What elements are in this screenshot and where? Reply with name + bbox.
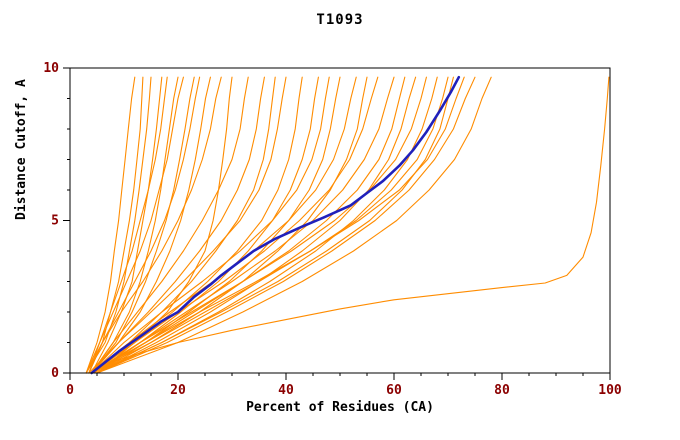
x-tick-label: 40: [278, 383, 294, 398]
reference-curve: [90, 75, 461, 375]
model-curve: [91, 76, 379, 374]
chart-title: T1093: [316, 12, 364, 28]
x-tick-label: 60: [386, 383, 402, 398]
model-curve: [91, 76, 427, 374]
model-curve: [91, 76, 276, 374]
model-curve: [88, 76, 144, 374]
model-curve: [91, 76, 330, 374]
model-curve: [88, 76, 265, 374]
x-tick-label: 80: [494, 383, 510, 398]
model-curve: [96, 76, 438, 374]
model-curve: [91, 76, 211, 374]
model-curve: [88, 76, 168, 374]
x-axis-label: Percent of Residues (CA): [246, 400, 434, 415]
model-curve: [96, 76, 368, 374]
model-curve: [96, 76, 476, 374]
model-curve: [91, 76, 163, 374]
model-curve: [91, 76, 287, 374]
model-curve: [88, 76, 201, 374]
model-curve: [96, 76, 395, 374]
model-curve: [96, 76, 417, 374]
model-curve: [96, 76, 492, 374]
x-tick-label: 100: [598, 383, 622, 398]
y-tick-label: 5: [51, 214, 59, 229]
model-curve: [85, 76, 184, 374]
model-curve: [91, 76, 179, 374]
y-tick-label: 10: [43, 61, 59, 76]
x-tick-label: 20: [170, 383, 186, 398]
model-curve: [91, 76, 195, 374]
model-curve: [96, 76, 454, 374]
model-curve: [91, 76, 406, 374]
model-curve: [91, 76, 465, 374]
model-curve: [85, 76, 152, 374]
model-curve: [91, 76, 357, 374]
model-curve: [85, 76, 222, 374]
model-curve: [85, 76, 136, 374]
x-tick-label: 0: [66, 383, 74, 398]
far-right-outlier: [96, 76, 610, 368]
model-curve: [91, 76, 249, 374]
y-tick-label: 0: [51, 366, 59, 381]
